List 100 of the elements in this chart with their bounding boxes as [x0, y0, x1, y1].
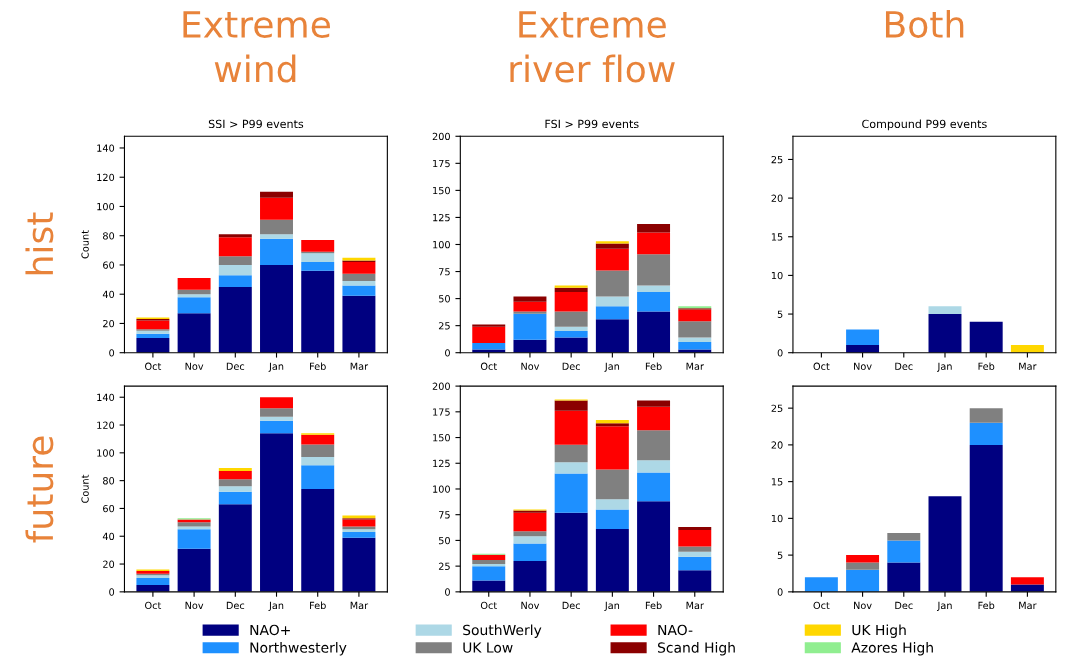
x-tick-label: Dec	[895, 362, 913, 370]
x-tick-label: Jan	[937, 601, 952, 611]
y-tick-label: 100	[97, 449, 115, 457]
legend-label: NAO+	[250, 624, 290, 636]
y-tick-label: 0	[777, 588, 783, 596]
y-tick-label: 100	[433, 240, 450, 249]
y-tick-label: 120	[97, 421, 115, 429]
y-tick-label: 80	[103, 477, 115, 485]
y-tick-label: 15	[771, 233, 783, 241]
legend-label: Northwesterly	[250, 642, 347, 656]
y-tick-label: 15	[771, 478, 783, 486]
y-tick-label: 40	[102, 290, 115, 299]
y-tick-label: 50	[438, 536, 450, 545]
legend-label: UK Low	[463, 642, 513, 653]
x-tick-label: Mar	[1019, 362, 1037, 370]
x-tick-label: Jan	[268, 601, 284, 611]
y-tick-label: 5	[777, 310, 783, 318]
y-tick-label: 25	[771, 155, 783, 164]
x-tick-label: Feb	[310, 601, 326, 610]
y-tick-label: 200	[432, 132, 450, 141]
x-tick-label: Oct	[813, 362, 830, 370]
y-tick-label: 200	[432, 382, 450, 390]
x-tick-label: Feb	[978, 362, 995, 370]
x-tick-label: Dec	[562, 362, 580, 370]
y-tick-label: 20	[771, 194, 783, 202]
y-tick-label: 125	[433, 459, 450, 468]
y-tick-label: 175	[433, 408, 450, 416]
x-tick-label: Jan	[937, 362, 952, 372]
y-tick-label: 0	[445, 349, 450, 357]
x-tick-label: Nov	[521, 601, 540, 610]
legend-label: SouthWerly	[463, 624, 542, 638]
x-tick-label: Mar	[686, 362, 704, 370]
x-tick-label: Oct	[145, 362, 162, 370]
y-tick-label: 75	[439, 268, 450, 276]
y-tick-label: 5	[777, 551, 783, 559]
x-tick-label: Nov	[185, 601, 204, 610]
x-tick-label: Dec	[226, 601, 245, 610]
y-tick-label: 10	[771, 271, 783, 280]
y-tick-label: 100	[433, 485, 450, 493]
x-tick-label: Feb	[978, 601, 995, 610]
x-tick-label: Jan	[268, 362, 284, 372]
y-tick-label: 20	[771, 441, 783, 449]
y-tick-label: 175	[433, 159, 450, 168]
y-tick-label: 20	[103, 560, 115, 568]
x-tick-label: Nov	[521, 362, 540, 370]
y-tick-label: 20	[103, 319, 115, 328]
x-tick-label: Feb	[645, 362, 662, 370]
y-tick-label: 75	[439, 511, 450, 519]
y-tick-label: 140	[97, 393, 115, 402]
x-tick-label: Nov	[854, 362, 872, 370]
y-tick-label: 140	[97, 144, 115, 152]
x-tick-label: Mar	[1019, 601, 1037, 610]
x-tick-label: Mar	[350, 601, 369, 610]
y-tick-label: 0	[777, 349, 783, 357]
y-tick-label: 120	[97, 173, 115, 182]
y-axis-title: Count	[81, 230, 89, 259]
chart-subtitle: SSI > P99 events	[208, 119, 304, 129]
x-tick-label: Mar	[686, 601, 704, 610]
y-tick-label: 40	[102, 532, 115, 541]
y-axis-title: Count	[81, 474, 89, 503]
x-tick-label: Feb	[645, 601, 662, 610]
y-tick-label: 60	[103, 261, 115, 269]
text: hist	[25, 212, 54, 275]
chart-subtitle: FSI > P99 events	[545, 119, 639, 129]
y-tick-label: 50	[438, 295, 450, 303]
x-tick-label: Oct	[813, 601, 830, 610]
x-tick-label: Nov	[185, 362, 204, 370]
legend-label: Scand High	[657, 642, 735, 656]
y-tick-label: 60	[103, 504, 115, 513]
chart-title: Extreme wind	[183, 11, 330, 83]
x-tick-label: Oct	[480, 601, 497, 610]
legend-label: Azores High	[851, 642, 933, 656]
chart-title: Extreme river flow	[510, 11, 675, 83]
legend-label: UK High	[852, 624, 906, 638]
y-tick-label: 25	[438, 322, 450, 330]
x-tick-label: Oct	[145, 601, 162, 610]
x-tick-label: Dec	[226, 362, 245, 370]
chart-subtitle: Compound P99 events	[862, 119, 987, 131]
x-tick-label: Mar	[350, 362, 369, 370]
y-tick-label: 10	[771, 514, 783, 523]
x-tick-label: Jan	[604, 362, 620, 372]
x-tick-label: Feb	[310, 362, 326, 370]
y-tick-label: 0	[445, 588, 450, 596]
y-tick-label: 150	[433, 434, 450, 442]
y-tick-label: 0	[109, 349, 115, 357]
x-tick-label: Dec	[562, 601, 580, 610]
y-tick-label: 25	[438, 562, 450, 570]
y-tick-label: 150	[433, 186, 450, 195]
x-tick-label: Jan	[604, 601, 620, 611]
text: future	[25, 436, 54, 543]
x-tick-label: Nov	[854, 601, 872, 610]
x-tick-label: Dec	[895, 601, 913, 610]
legend-label: NAO-	[658, 624, 693, 636]
chart-title: Both	[885, 10, 964, 38]
y-tick-label: 125	[433, 213, 450, 222]
x-tick-label: Oct	[480, 362, 497, 370]
y-tick-label: 80	[103, 232, 115, 240]
y-tick-label: 100	[97, 202, 115, 211]
y-tick-label: 25	[771, 404, 783, 412]
y-tick-label: 0	[109, 588, 115, 596]
